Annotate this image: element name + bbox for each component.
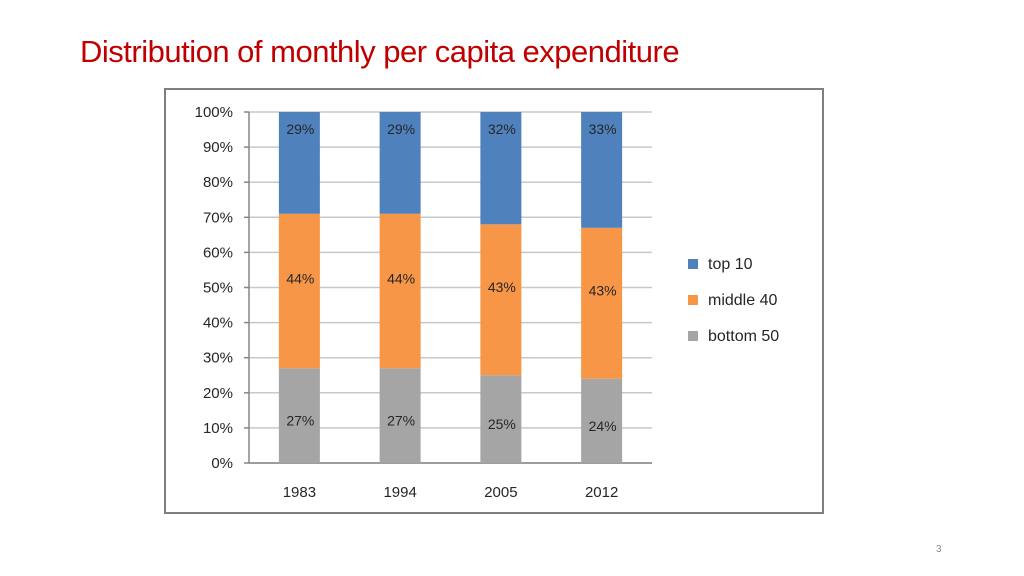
x-tick-label: 2012 — [585, 484, 618, 501]
bar-top-10-2012 — [581, 112, 623, 228]
data-label: 27% — [387, 413, 415, 429]
data-label: 27% — [286, 413, 314, 429]
bar-middle-40-1983 — [278, 213, 320, 369]
data-label: 33% — [589, 121, 617, 137]
y-tick-label: 60% — [203, 244, 233, 261]
legend-swatch-bottom-50 — [688, 331, 698, 341]
bar-top-10-2005 — [480, 112, 522, 225]
y-tick-label: 40% — [203, 315, 233, 332]
bar-middle-40-2012 — [581, 227, 623, 379]
y-tick-label: 0% — [211, 455, 233, 472]
data-label: 44% — [286, 270, 314, 286]
chart-frame: 0% 10% 20% 30% 40% 50% 60% 70% 80% 90% 100% 27% 44% 2… — [164, 88, 824, 514]
legend-swatch-middle-40 — [688, 295, 698, 305]
legend-label-bottom-50: bottom 50 — [708, 328, 779, 345]
bar-bottom-50-1983 — [278, 368, 320, 463]
data-label: 29% — [286, 121, 314, 137]
legend-swatch-top-10 — [688, 259, 698, 269]
data-label: 43% — [589, 283, 617, 299]
data-label: 44% — [387, 270, 415, 286]
y-tick-label: 80% — [203, 174, 233, 191]
data-label: 29% — [387, 121, 415, 137]
data-label: 32% — [488, 121, 516, 137]
data-label: 25% — [488, 416, 516, 432]
y-tick-label: 100% — [195, 104, 233, 121]
bar-bottom-50-1994 — [379, 368, 421, 463]
data-label: 24% — [589, 418, 617, 434]
y-tick-label: 50% — [203, 280, 233, 297]
bar-top-10-1994 — [379, 112, 421, 214]
bar-top-10-1983 — [278, 112, 320, 214]
stacked-bar-chart: 0% 10% 20% 30% 40% 50% 60% 70% 80% 90% 100% 27% 44% 2… — [195, 104, 780, 501]
x-tick-label: 2005 — [484, 484, 517, 501]
page-number: 3 — [936, 544, 942, 555]
bar-middle-40-1994 — [379, 213, 421, 369]
legend-label-top-10: top 10 — [708, 256, 753, 273]
bar-bottom-50-2012 — [581, 378, 623, 463]
y-tick-label: 30% — [203, 350, 233, 367]
data-label: 43% — [488, 279, 516, 295]
y-tick-label: 90% — [203, 139, 233, 156]
x-tick-label: 1983 — [283, 484, 316, 501]
bar-middle-40-2005 — [480, 224, 522, 376]
y-tick-label: 10% — [203, 420, 233, 437]
slide-title: Distribution of monthly per capita expen… — [80, 34, 680, 69]
legend-label-middle-40: middle 40 — [708, 292, 777, 309]
y-tick-label: 70% — [203, 209, 233, 226]
bar-bottom-50-2005 — [480, 375, 522, 463]
y-tick-label: 20% — [203, 385, 233, 402]
x-tick-label: 1994 — [383, 484, 416, 501]
